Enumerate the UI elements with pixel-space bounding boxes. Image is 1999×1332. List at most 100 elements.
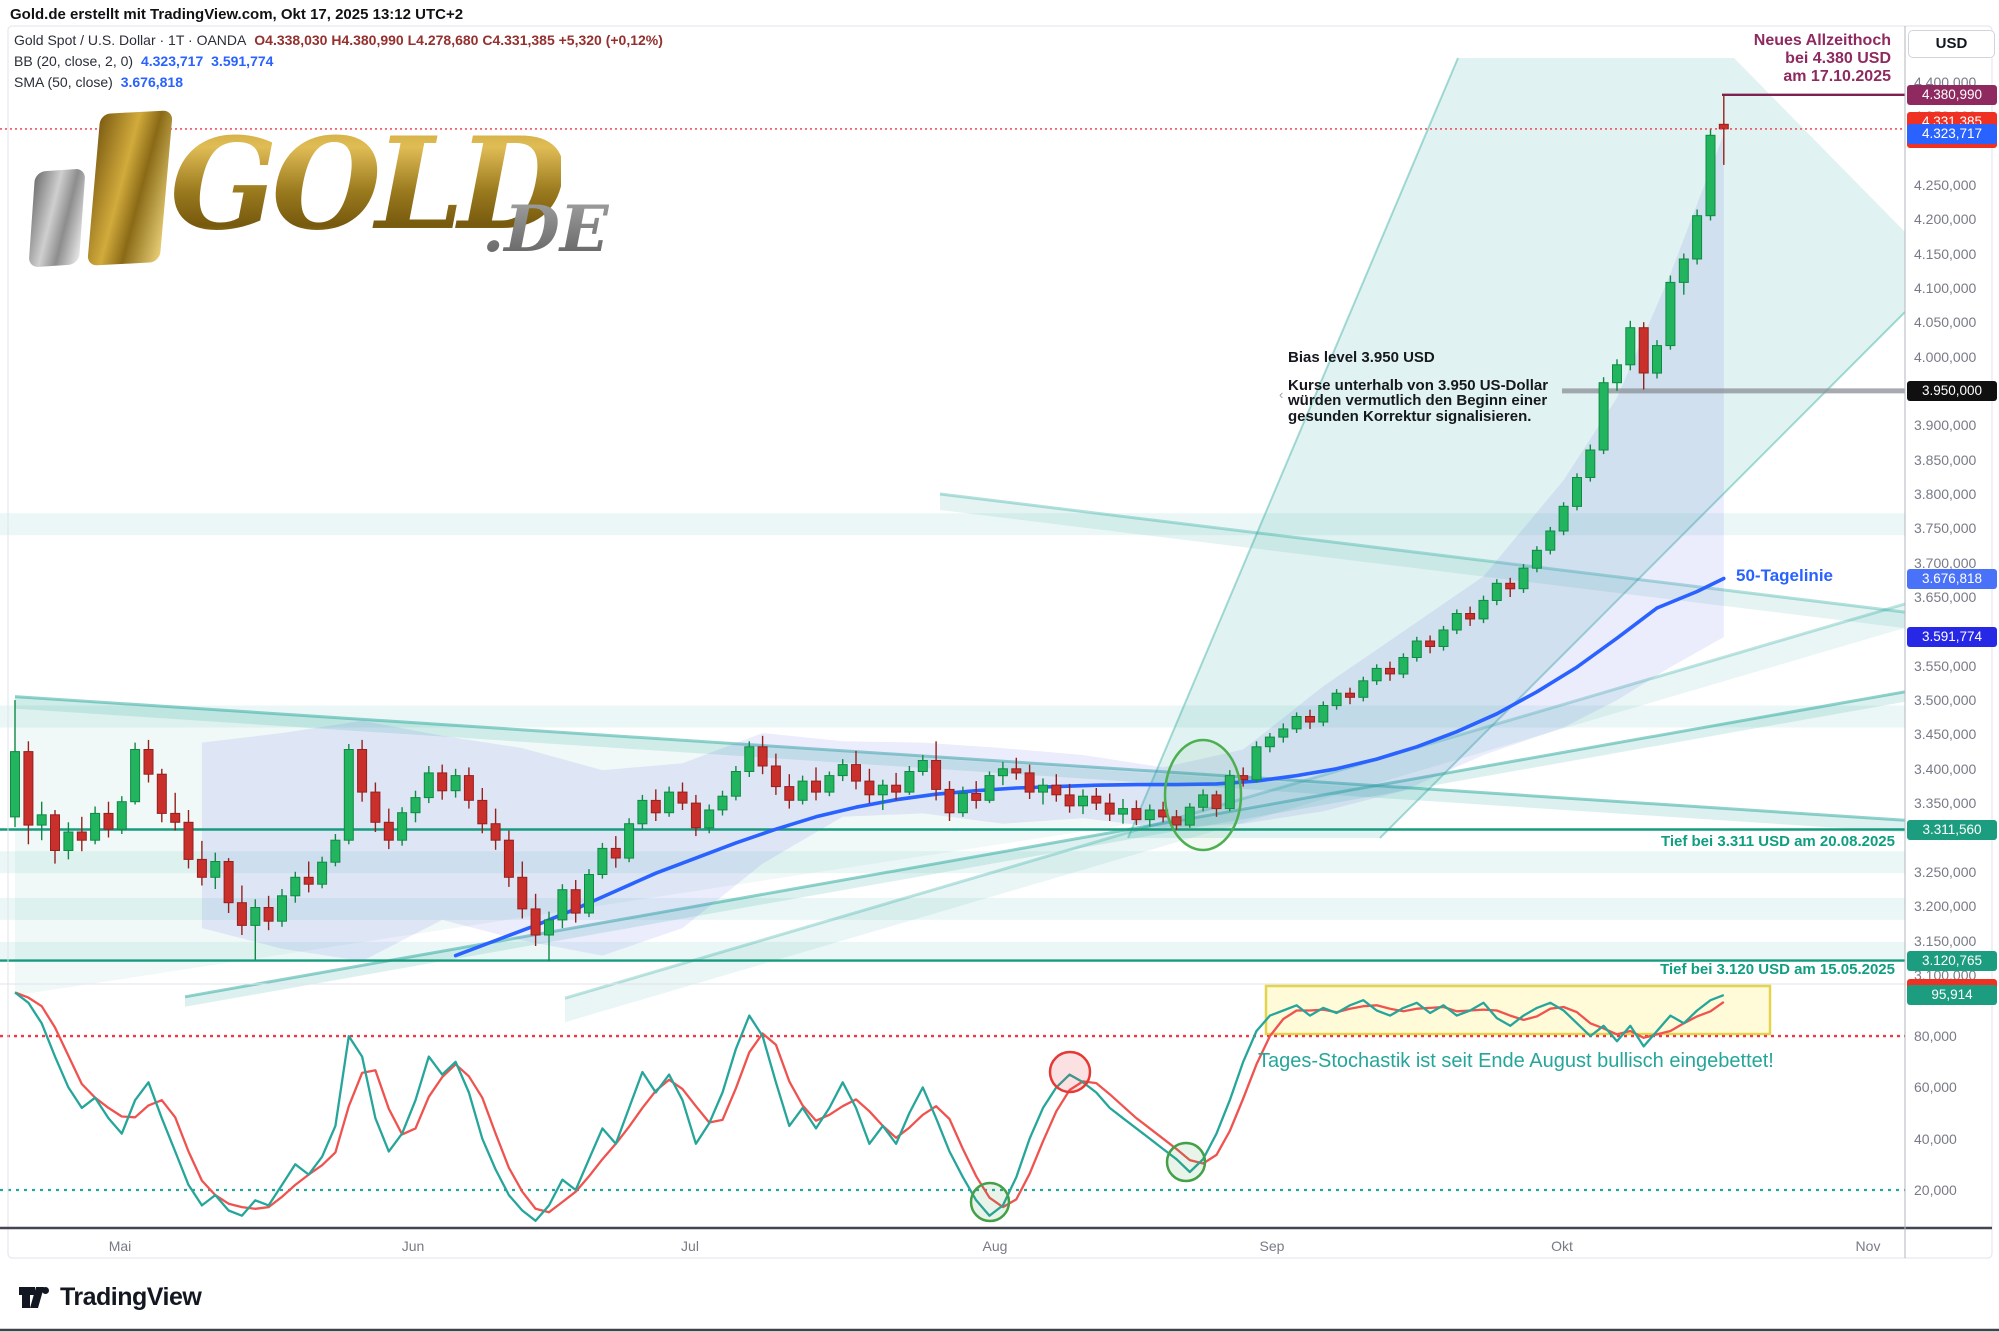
candle bbox=[503, 830, 514, 887]
candle bbox=[1305, 709, 1315, 729]
stoch-tick-label: 80,000 bbox=[1914, 1028, 1957, 1045]
candle bbox=[1331, 689, 1342, 710]
candle bbox=[1705, 128, 1716, 221]
sma-indicator-label[interactable]: SMA (50, close) bbox=[14, 74, 113, 90]
price-tick-label: 4.250,000 bbox=[1914, 176, 1977, 193]
candle bbox=[570, 880, 581, 923]
candle bbox=[1558, 502, 1569, 536]
candle bbox=[704, 804, 715, 834]
price-tick-label: 3.100,000 bbox=[1914, 966, 1977, 983]
candle bbox=[1491, 579, 1502, 606]
candle bbox=[997, 761, 1008, 786]
candle bbox=[397, 807, 408, 846]
candle bbox=[650, 789, 661, 821]
candle bbox=[1318, 701, 1329, 727]
candle bbox=[1652, 340, 1662, 379]
candle bbox=[1038, 778, 1048, 805]
price-tick-label: 3.500,000 bbox=[1914, 692, 1977, 709]
candle bbox=[1184, 803, 1195, 828]
candle bbox=[584, 869, 594, 918]
candle bbox=[877, 779, 888, 810]
candle bbox=[824, 771, 835, 797]
candle bbox=[1118, 799, 1128, 824]
logo-tld: .DE bbox=[482, 192, 609, 267]
price-tick-label: 3.800,000 bbox=[1914, 486, 1977, 502]
candle bbox=[76, 816, 87, 852]
candle bbox=[1371, 664, 1382, 685]
candle bbox=[263, 895, 274, 931]
candle bbox=[1264, 733, 1275, 753]
price-badge: 3.311,560 bbox=[1907, 819, 1997, 840]
ath-line3: am 17.10.2025 bbox=[1783, 68, 1891, 85]
support-stripe bbox=[0, 513, 1905, 536]
price-tick-label: 3.400,000 bbox=[1914, 760, 1977, 777]
bias-line2: würden vermutlich den Beginn einer bbox=[1288, 392, 1548, 409]
bias-title: Bias level 3.950 USD bbox=[1288, 349, 1435, 366]
candle bbox=[1545, 526, 1556, 555]
candle bbox=[784, 774, 795, 809]
page-title: Gold.de erstellt mit TradingView.com, Ok… bbox=[10, 6, 464, 23]
candle bbox=[116, 796, 127, 834]
candle bbox=[770, 753, 781, 795]
candle bbox=[1104, 793, 1115, 821]
candle bbox=[343, 744, 354, 845]
candle bbox=[744, 741, 755, 777]
candle bbox=[1064, 783, 1075, 813]
candle bbox=[1425, 635, 1436, 654]
sma-value: 3.676,818 bbox=[120, 74, 184, 90]
candle bbox=[90, 806, 101, 845]
candle bbox=[1358, 676, 1369, 702]
stochastic-note: Tages-Stochastik ist seit Ende August bu… bbox=[1258, 1050, 1774, 1072]
symbol-title[interactable]: Gold Spot / U.S. Dollar · 1T · OANDA bbox=[14, 32, 247, 48]
candle bbox=[730, 766, 741, 801]
candle bbox=[10, 700, 20, 828]
ath-line2: bei 4.380 USD bbox=[1785, 50, 1891, 67]
candle bbox=[317, 856, 328, 889]
trend-line bbox=[564, 602, 1906, 1000]
trend-line bbox=[939, 492, 1906, 614]
candle bbox=[490, 808, 501, 850]
candle bbox=[1385, 661, 1395, 681]
price-tick-label: 4.100,000 bbox=[1914, 279, 1977, 296]
candle bbox=[530, 893, 541, 946]
candle bbox=[557, 884, 568, 929]
trend-channel-band bbox=[565, 603, 1905, 1023]
candle bbox=[290, 871, 301, 903]
channel-edge bbox=[1127, 57, 1459, 839]
ath-line1: Neues Allzeithoch bbox=[1753, 32, 1891, 49]
stochastic-k-line bbox=[14, 991, 1725, 1222]
support-stripe bbox=[0, 705, 1905, 728]
price-tick-label: 3.550,000 bbox=[1914, 657, 1977, 674]
candle bbox=[357, 739, 368, 802]
candle bbox=[904, 766, 915, 795]
month-label: Jun bbox=[401, 1238, 425, 1254]
bb-indicator-label[interactable]: BB (20, close, 2, 0) bbox=[14, 53, 134, 69]
tradingview-footer[interactable]: TradingView bbox=[18, 1283, 202, 1312]
stochastic-signal-circle bbox=[1048, 1050, 1092, 1094]
candle bbox=[837, 759, 848, 782]
price-badge: 3.950,000 bbox=[1907, 380, 1997, 401]
candle bbox=[1678, 253, 1689, 295]
stoch-tick-label: 40,000 bbox=[1914, 1130, 1957, 1147]
price-tick-label: 3.700,000 bbox=[1914, 554, 1977, 571]
stoch-tick-label: 60,000 bbox=[1914, 1079, 1957, 1096]
month-label: Okt bbox=[1551, 1238, 1573, 1254]
breakout-ellipse-annotation bbox=[1163, 738, 1243, 852]
stoch-tick-label: 20,000 bbox=[1914, 1182, 1957, 1198]
candle bbox=[1518, 564, 1529, 593]
chart-legend[interactable]: Gold Spot / U.S. Dollar · 1T · OANDA O4.… bbox=[14, 30, 667, 93]
candle bbox=[370, 782, 381, 832]
candle bbox=[303, 861, 314, 893]
currency-axis-header[interactable]: USD bbox=[1908, 30, 1995, 58]
candle bbox=[450, 768, 461, 798]
bb-lower-value: 3.591,774 bbox=[211, 53, 274, 69]
tradingview-brand-text: TradingView bbox=[60, 1283, 202, 1311]
price-tick-label: 4.000,000 bbox=[1914, 348, 1977, 365]
month-label: Mai bbox=[108, 1238, 132, 1254]
price-tick-label: 4.150,000 bbox=[1914, 245, 1977, 262]
sma50-line bbox=[453, 576, 1726, 958]
ohlc-values: O4.338,030 H4.380,990 L4.278,680 C4.331,… bbox=[254, 32, 663, 48]
candle bbox=[1211, 790, 1222, 817]
